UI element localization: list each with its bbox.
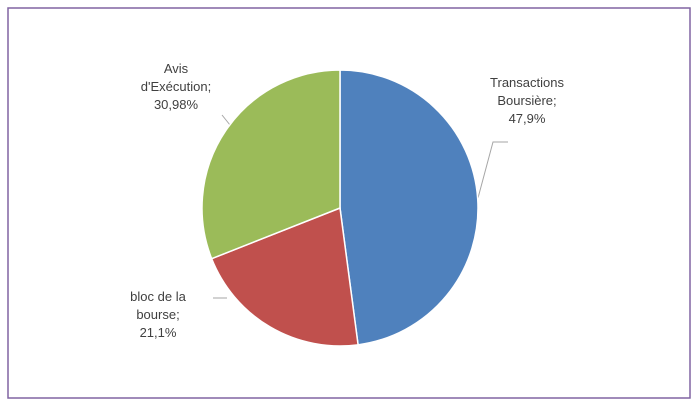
label-value: 47,9% — [508, 111, 546, 126]
data-label: Avis d'Exécution; 30,98% — [128, 60, 224, 114]
label-separator: ; — [553, 93, 557, 108]
data-label: Transactions Boursière; 47,9% — [475, 74, 579, 128]
pie-slice — [339, 69, 479, 346]
label-category: Avis d'Exécution — [140, 61, 208, 94]
label-category: Transactions Boursière — [490, 75, 564, 108]
leader-line — [477, 141, 508, 199]
data-label: bloc de la bourse; 21,1% — [116, 288, 200, 342]
pie-slice — [201, 69, 341, 260]
leader-line — [221, 114, 231, 126]
label-value: 30,98% — [153, 97, 199, 112]
label-category: bloc de la bourse — [130, 289, 186, 322]
label-separator: ; — [176, 307, 180, 322]
pie-slice — [210, 206, 359, 347]
label-separator: ; — [207, 79, 212, 94]
label-value: 21,1% — [139, 325, 177, 340]
